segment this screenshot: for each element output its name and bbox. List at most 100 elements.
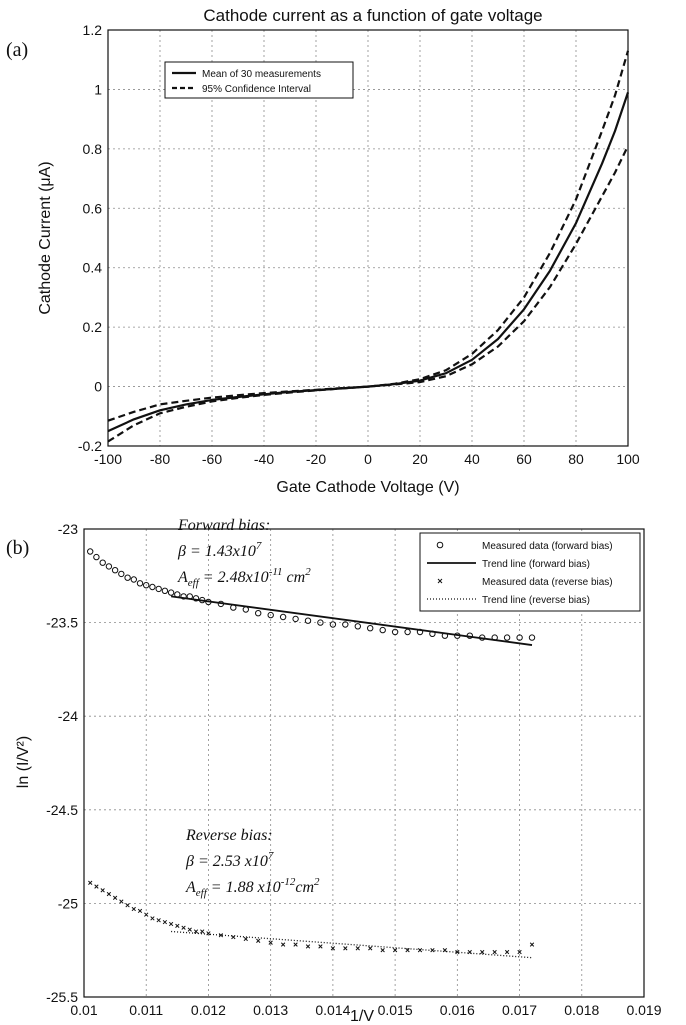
legend-b-rev-data-swatch xyxy=(437,578,443,584)
reverse-data-point xyxy=(392,948,398,953)
forward-data-point xyxy=(161,587,169,594)
chart-b-x-tick-label: 0.013 xyxy=(253,1002,288,1018)
reverse-data-point xyxy=(492,949,497,955)
legend-b-fwd-data-swatch xyxy=(436,541,444,549)
reverse-data-point xyxy=(156,918,161,923)
legend-a-mean-label: Mean of 30 measurements xyxy=(202,69,321,80)
chart-a-ci-upper-line xyxy=(107,50,630,422)
reverse-data-point xyxy=(168,921,174,927)
chart-b-x-label: 1/V xyxy=(350,1008,374,1025)
reverse-data-point xyxy=(94,884,99,889)
chart-b-y-tick-label: -23.5 xyxy=(46,615,78,631)
reverse-data-point xyxy=(112,895,118,900)
reverse-data-point xyxy=(330,946,336,951)
reverse-data-point xyxy=(119,899,124,904)
reverse-data-point xyxy=(380,948,385,953)
forward-data-point xyxy=(367,625,374,632)
annotation-reverse-bias: Reverse bias: β = 2.53 x107 Aeff = 1.88 … xyxy=(185,827,320,899)
chart-b-x-tick-label: 0.011 xyxy=(129,1002,163,1018)
chart-b-x-tick-label: 0.01 xyxy=(70,1002,97,1018)
chart-a-y-ticks: -0.2 0 0.2 0.4 0.6 0.8 1 1.2 xyxy=(78,22,102,454)
panel-b: (b) 0.01 0.011 0.012 0.013 0.014 0.015 0.016 0.… xyxy=(6,517,662,1025)
chart-b-y-tick-label: -24.5 xyxy=(46,802,78,818)
chart-b-marks xyxy=(87,548,536,959)
reverse-data-point xyxy=(187,927,192,932)
reverse-data-point xyxy=(517,949,522,955)
chart-a-y-tick-label: -0.2 xyxy=(78,438,102,454)
chart-a-y-label: Cathode Current (μA) xyxy=(37,161,54,314)
forward-data-point xyxy=(503,634,511,641)
reverse-bias-aeff: Aeff = 1.88 x10-12cm2 xyxy=(185,876,320,899)
chart-a-legend-box xyxy=(164,61,354,99)
chart-a-x-tick-label: 100 xyxy=(616,451,640,467)
chart-b-x-tick-label: 0.018 xyxy=(564,1002,599,1018)
forward-data-point xyxy=(124,574,131,581)
forward-bias-beta: β = 1.43x107 xyxy=(177,540,262,560)
reverse-data-point xyxy=(100,888,105,893)
panel-a-label: (a) xyxy=(6,39,28,61)
chart-b-frame xyxy=(83,528,645,998)
forward-data-point xyxy=(143,582,150,589)
reverse-data-point xyxy=(268,940,273,945)
reverse-data-point xyxy=(318,944,323,949)
forward-data-point xyxy=(105,563,113,570)
legend-a-ci-label: 95% Confidence Interval xyxy=(202,84,311,95)
reverse-data-point xyxy=(150,916,155,921)
reverse-data-point xyxy=(280,942,286,947)
annotation-forward-bias: Forward bias: β = 1.43x107 Aeff = 2.48x1… xyxy=(177,517,311,589)
reverse-data-point xyxy=(529,942,535,947)
reverse-data-point xyxy=(137,908,143,914)
forward-data-point xyxy=(516,634,523,641)
panel-a: Cathode current as a function of gate vo… xyxy=(6,6,640,496)
reverse-data-point xyxy=(243,936,248,942)
forward-data-point xyxy=(329,621,337,628)
panel-b-label: (b) xyxy=(6,537,29,559)
reverse-data-point xyxy=(106,891,112,897)
forward-data-point xyxy=(255,610,262,617)
chart-a-x-tick-label: -100 xyxy=(94,451,122,467)
forward-data-point xyxy=(304,617,312,624)
chart-b-x-tick-label: 0.012 xyxy=(191,1002,226,1018)
chart-a-x-tick-label: 40 xyxy=(464,451,480,467)
forward-data-point xyxy=(404,628,411,636)
chart-a-x-tick-label: -20 xyxy=(306,451,326,467)
forward-data-point xyxy=(391,628,399,636)
forward-bias-heading: Forward bias: xyxy=(177,517,270,534)
legend-b-rev-trend-label: Trend line (reverse bias) xyxy=(482,595,590,606)
chart-b-y-ticks: -23 -23.5 -24 -24.5 -25 -25.5 xyxy=(46,521,78,1005)
forward-data-point xyxy=(93,553,100,561)
chart-a-x-tick-label: -40 xyxy=(254,451,274,467)
legend-b-rev-data-label: Measured data (reverse bias) xyxy=(482,577,613,588)
forward-trend-line xyxy=(170,595,533,646)
reverse-data-point xyxy=(144,912,149,917)
reverse-data-point xyxy=(131,906,136,912)
forward-data-point xyxy=(87,548,94,555)
reverse-trend-line xyxy=(171,930,533,959)
chart-b-y-label: ln (I/V²) xyxy=(15,736,32,788)
chart-a-x-label: Gate Cathode Voltage (V) xyxy=(276,479,459,496)
chart-b-x-ticks: 0.01 0.011 0.012 0.013 0.014 0.015 0.016 0.017 0… xyxy=(70,1002,661,1018)
chart-a-x-tick-label: 20 xyxy=(412,451,428,467)
reverse-data-point xyxy=(162,919,168,925)
reverse-data-point xyxy=(200,929,205,934)
forward-data-point xyxy=(111,567,119,574)
forward-data-point xyxy=(192,595,200,602)
reverse-data-point xyxy=(218,933,224,938)
chart-a-lines xyxy=(107,50,630,443)
reverse-data-point xyxy=(193,929,199,934)
reverse-data-point xyxy=(256,938,261,943)
chart-b-y-tick-label: -25 xyxy=(58,895,78,911)
forward-data-point xyxy=(317,619,324,626)
forward-data-point xyxy=(167,589,175,596)
forward-data-point xyxy=(379,626,386,634)
chart-a-x-tick-label: -60 xyxy=(202,451,222,467)
chart-a-x-ticks: -100 -80 -60 -40 -20 0 20 40 60 80 100 xyxy=(94,451,640,467)
chart-b-y-tick-label: -24 xyxy=(58,708,78,724)
chart-a-frame xyxy=(107,29,629,447)
forward-data-point xyxy=(155,585,162,593)
chart-b-x-tick-label: 0.016 xyxy=(440,1002,475,1018)
chart-a-y-tick-label: 1 xyxy=(94,81,102,97)
chart-a-y-tick-label: 0.6 xyxy=(83,200,103,216)
reverse-data-point xyxy=(343,946,348,951)
